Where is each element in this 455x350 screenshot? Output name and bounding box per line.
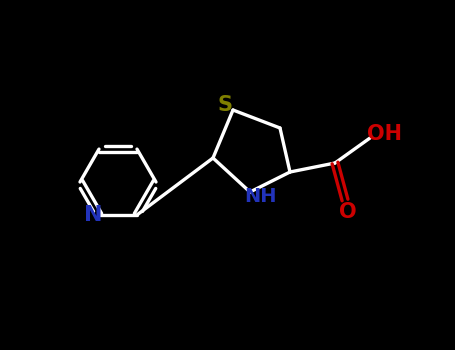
Text: S: S	[217, 95, 233, 115]
Text: N: N	[84, 205, 102, 225]
Text: O: O	[339, 202, 357, 222]
Text: NH: NH	[244, 188, 276, 206]
Text: OH: OH	[366, 124, 401, 144]
